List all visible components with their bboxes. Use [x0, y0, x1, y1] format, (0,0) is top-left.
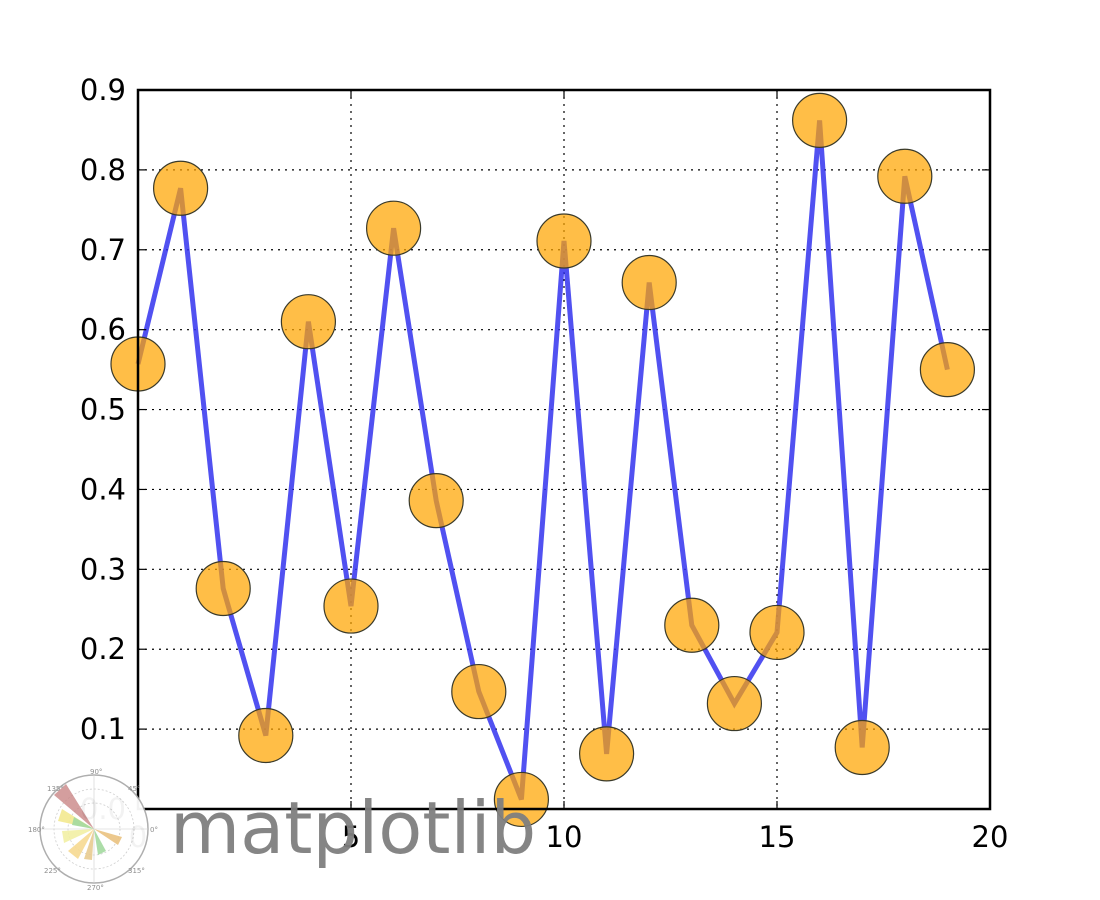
data-point: [578, 726, 635, 782]
polar-label-45: 45°: [128, 785, 140, 793]
x-tick-label: 5: [342, 820, 360, 854]
data-point: [834, 719, 890, 776]
data-point: [366, 200, 422, 256]
data-point: [323, 578, 379, 634]
data-point: [195, 560, 251, 617]
data-point: [536, 213, 592, 269]
data-point: [280, 294, 336, 350]
y-tick-label: 0.2: [80, 632, 126, 666]
data-point: [749, 604, 805, 661]
watermark-text: matplotlib: [170, 786, 536, 870]
polar-label-90: 90°: [90, 768, 102, 776]
x-tick-label: 10: [546, 820, 583, 854]
watermark-polar-logo: 90° 135° 180° 225° 270° 315° 0° 45°: [28, 768, 158, 892]
data-point: [451, 663, 507, 720]
polar-label-225: 225°: [44, 867, 61, 875]
data-point: [791, 92, 848, 148]
series-line-layer: [135, 120, 950, 801]
data-point: [877, 148, 933, 204]
data-point: [238, 707, 294, 764]
y-tick-label: 0.4: [80, 472, 126, 506]
y-tick-label: 0.1: [80, 712, 126, 746]
x-tick-label: 15: [759, 820, 796, 854]
y-tick-labels: 0.00.10.20.30.40.50.60.70.80.9: [80, 73, 126, 826]
data-point: [408, 473, 464, 529]
data-point: [664, 597, 720, 653]
series-line: [135, 120, 950, 801]
data-point: [919, 342, 976, 398]
polar-label-0: 0°: [150, 826, 158, 834]
x-tick-label: 20: [972, 820, 1009, 854]
polar-label-180: 180°: [28, 826, 45, 834]
tick-marks: [137, 89, 991, 810]
y-tick-label: 0.5: [80, 393, 126, 427]
matplotlib-watermark: 90° 135° 180° 225° 270° 315° 0° 45° matp…: [28, 768, 536, 892]
y-tick-label: 0.3: [80, 552, 126, 586]
y-tick-label: 0.7: [80, 233, 126, 267]
y-tick-label: 0.6: [80, 313, 126, 347]
data-point: [621, 254, 677, 311]
y-tick-label: 0.8: [80, 153, 126, 187]
data-point: [706, 675, 763, 732]
data-point: [493, 771, 550, 828]
y-tick-label: 0.9: [80, 73, 126, 107]
data-point: [153, 160, 209, 216]
series-marker-layer: [110, 92, 976, 828]
polar-label-315: 315°: [128, 867, 145, 875]
polar-label-270: 270°: [87, 884, 104, 892]
polar-label-135: 135°: [47, 785, 64, 793]
